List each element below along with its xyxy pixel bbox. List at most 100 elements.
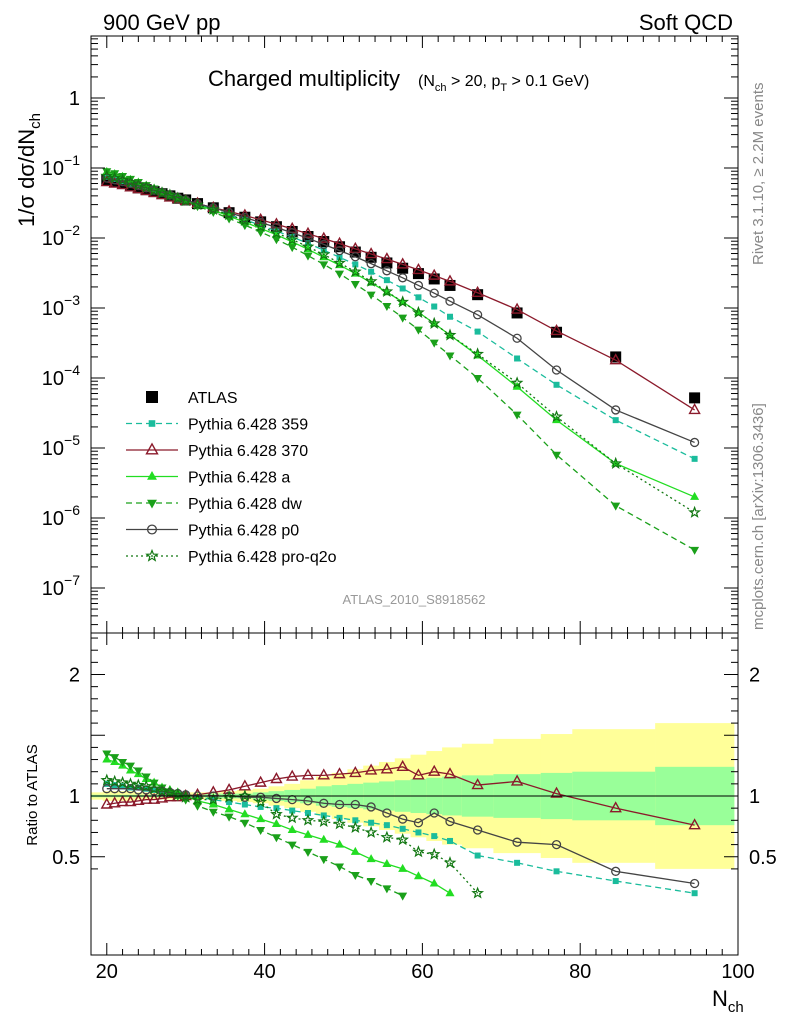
analysis-id: ATLAS_2010_S8918562	[343, 592, 486, 607]
svg-text:Ratio to ATLAS: Ratio to ATLAS	[24, 744, 41, 845]
main-y-tick-label: 10−5	[42, 432, 80, 460]
ratio-data-point	[103, 780, 110, 787]
main-data-point	[688, 402, 701, 415]
ratio-data-point	[366, 878, 376, 887]
ratio-data-point	[285, 811, 299, 824]
main-data-point	[317, 247, 331, 260]
main-data-point	[443, 328, 457, 341]
ratio-data-point	[256, 814, 266, 823]
main-data-point	[302, 231, 314, 243]
ratio-data-point	[206, 792, 220, 806]
main-data-point	[271, 236, 281, 245]
ratio-data-point	[133, 767, 143, 776]
ratio-data-point	[102, 754, 112, 763]
main-data-point	[689, 392, 701, 404]
ratio-data-point	[193, 802, 203, 811]
main-data-point	[155, 186, 169, 199]
ratio-data-point	[380, 762, 394, 774]
ratio-data-point	[445, 816, 455, 827]
main-data-point	[256, 228, 266, 237]
ratio-data-point	[141, 773, 151, 782]
main-data-point	[412, 305, 425, 318]
ratio-data-point	[155, 784, 169, 797]
main-data-point	[688, 505, 702, 518]
main-data-point	[473, 375, 483, 383]
main-data-point	[427, 316, 441, 330]
ratio-data-point	[254, 775, 267, 787]
ratio-data-point	[431, 833, 438, 840]
main-data-point	[609, 456, 623, 470]
ratio-data-point	[396, 759, 409, 772]
main-data-point	[366, 291, 376, 300]
main-data-point	[350, 252, 360, 262]
ratio-data-point	[550, 786, 563, 798]
ratio-data-point	[335, 839, 345, 848]
ratio-data-point	[412, 845, 425, 858]
main-data-point	[270, 226, 283, 239]
legend-marker	[146, 524, 158, 535]
ratio-data-point	[471, 778, 484, 790]
ratio-data-point	[380, 830, 394, 843]
main-y-tick-label: 10−2	[42, 222, 80, 250]
main-data-point	[333, 256, 346, 269]
ratio-data-point	[350, 799, 360, 810]
main-data-point	[334, 245, 345, 256]
ratio-data-point	[688, 818, 701, 830]
ratio-data-point	[551, 839, 562, 850]
ratio-y-tick-label-left: 2	[69, 665, 80, 687]
ratio-data-point	[124, 777, 137, 790]
ratio-data-point	[289, 807, 296, 814]
ratio-data-point	[398, 892, 408, 901]
main-data-point	[285, 232, 299, 245]
main-data-point	[512, 411, 522, 420]
main-data-point	[380, 252, 394, 264]
main-y-tick-label: 1	[69, 88, 80, 110]
ratio-data-point	[382, 885, 392, 894]
main-data-point	[512, 333, 522, 343]
ratio-data-point	[257, 803, 264, 810]
main-data-point	[238, 213, 252, 226]
ratio-data-point	[412, 768, 425, 780]
main-data-point	[240, 212, 250, 223]
main-data-point	[611, 405, 621, 415]
ratio-data-point	[287, 825, 297, 834]
ratio-data-point	[140, 792, 153, 804]
main-data-point	[471, 285, 484, 297]
ratio-data-point	[132, 793, 145, 806]
main-data-point	[398, 314, 408, 323]
main-data-point	[609, 353, 622, 365]
legend-label: Pythia 6.428 370	[188, 443, 308, 460]
ratio-data-point	[443, 767, 457, 779]
main-data-point	[691, 455, 698, 462]
ratio-data-point	[471, 886, 485, 899]
ratio-data-point	[429, 878, 439, 887]
ratio-data-point	[474, 852, 481, 859]
main-data-point	[100, 169, 114, 182]
ratio-data-point	[102, 750, 112, 759]
ratio-data-point	[240, 809, 250, 818]
svg-text:1/σ dσ/dNch: 1/σ dσ/dNch	[14, 113, 44, 227]
ratio-data-point	[413, 818, 424, 828]
ratio-data-point	[125, 762, 135, 771]
main-data-point	[179, 194, 193, 207]
main-data-point	[413, 326, 423, 335]
main-data-point	[396, 257, 409, 269]
ratio-data-point	[364, 825, 378, 838]
main-data-point	[382, 266, 392, 276]
main-data-point	[303, 252, 313, 261]
ratio-data-point	[319, 856, 329, 865]
main-data-point	[383, 277, 390, 284]
ratio-data-point	[691, 890, 698, 897]
main-data-point	[398, 273, 408, 283]
main-data-point	[612, 417, 619, 424]
ratio-data-point	[119, 783, 126, 790]
ratio-data-point	[333, 767, 346, 779]
ratio-data-point	[240, 819, 250, 828]
ratio-data-point	[303, 796, 313, 806]
ratio-data-point	[139, 779, 153, 792]
ratio-data-point	[553, 868, 560, 875]
main-data-point	[690, 546, 700, 555]
ratio-data-point	[270, 772, 283, 784]
ratio-data-point	[447, 837, 454, 844]
x-tick-label: 40	[253, 961, 275, 983]
